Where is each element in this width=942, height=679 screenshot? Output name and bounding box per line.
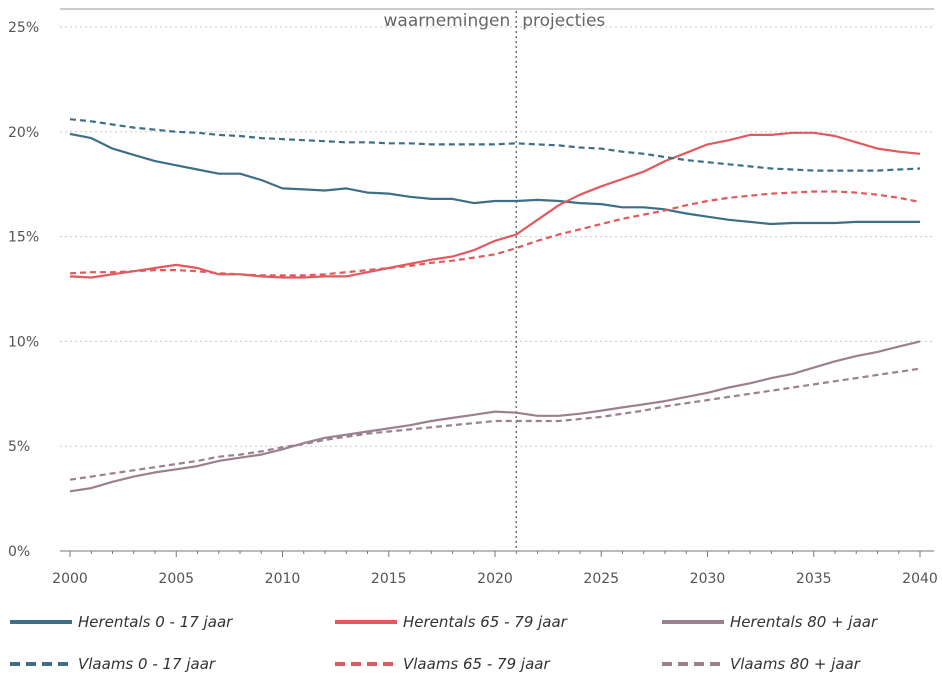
legend-swatch-dashed — [662, 662, 724, 666]
y-tick-label: 0% — [8, 544, 30, 560]
series-line-3 — [69, 118, 921, 172]
x-tick-label: 2025 — [583, 571, 619, 587]
series-line-2 — [69, 340, 921, 493]
series-lines — [69, 118, 921, 493]
y-axis-ticks: 0% 5% 10% 15% 20% 25% — [8, 20, 39, 560]
y-tick-label: 20% — [8, 125, 39, 141]
series-line-5 — [69, 367, 921, 481]
series-line-0 — [69, 132, 920, 226]
x-tick-label: 2035 — [796, 571, 832, 587]
y-tick-label: 25% — [8, 20, 39, 36]
series-line-1 — [69, 131, 921, 279]
line-chart: 0% 5% 10% 15% 20% 25% 2000 2005 2010 2015 2020 202… — [8, 8, 938, 587]
legend-swatch — [335, 620, 397, 624]
legend-item-herentals-80: Herentals 80 + jaar — [662, 610, 877, 634]
x-tick-label: 2040 — [902, 571, 938, 587]
series-line-4 — [69, 190, 921, 277]
legend-swatch-dashed — [10, 662, 72, 666]
y-tick-label: 15% — [8, 230, 39, 246]
x-tick-label: 2000 — [52, 571, 88, 587]
x-tick-label: 2030 — [690, 571, 726, 587]
annotation-waarnemingen: waarnemingen — [384, 11, 511, 31]
x-tick-label: 2015 — [371, 571, 407, 587]
legend-swatch — [10, 620, 72, 624]
legend-item-vlaams-0-17: Vlaams 0 - 17 jaar — [10, 652, 215, 676]
legend-label: Herentals 65 - 79 jaar — [403, 613, 567, 631]
legend-label: Herentals 80 + jaar — [730, 613, 878, 631]
y-tick-label: 5% — [8, 439, 30, 455]
legend-swatch — [662, 620, 724, 624]
legend-label: Herentals 0 - 17 jaar — [78, 613, 233, 631]
x-tick-label: 2010 — [265, 571, 301, 587]
grid-lines — [60, 8, 934, 447]
legend-swatch-dashed — [335, 662, 397, 666]
legend-item-herentals-65-79: Herentals 65 - 79 jaar — [335, 610, 567, 634]
legend-label: Vlaams 0 - 17 jaar — [78, 655, 216, 673]
legend: Herentals 0 - 17 jaar Herentals 65 - 79 … — [0, 608, 942, 679]
x-tick-label: 2005 — [158, 571, 194, 587]
y-tick-label: 10% — [8, 334, 39, 350]
annotation-projecties: projecties — [522, 11, 605, 31]
legend-item-herentals-0-17: Herentals 0 - 17 jaar — [10, 610, 232, 634]
legend-label: Vlaams 80 + jaar — [730, 655, 860, 673]
legend-label: Vlaams 65 - 79 jaar — [403, 655, 550, 673]
legend-item-vlaams-80: Vlaams 80 + jaar — [662, 652, 860, 676]
legend-item-vlaams-65-79: Vlaams 65 - 79 jaar — [335, 652, 550, 676]
x-tick-label: 2020 — [477, 571, 513, 587]
x-axis: 2000 2005 2010 2015 2020 2025 2030 2035 2040 — [52, 550, 938, 587]
